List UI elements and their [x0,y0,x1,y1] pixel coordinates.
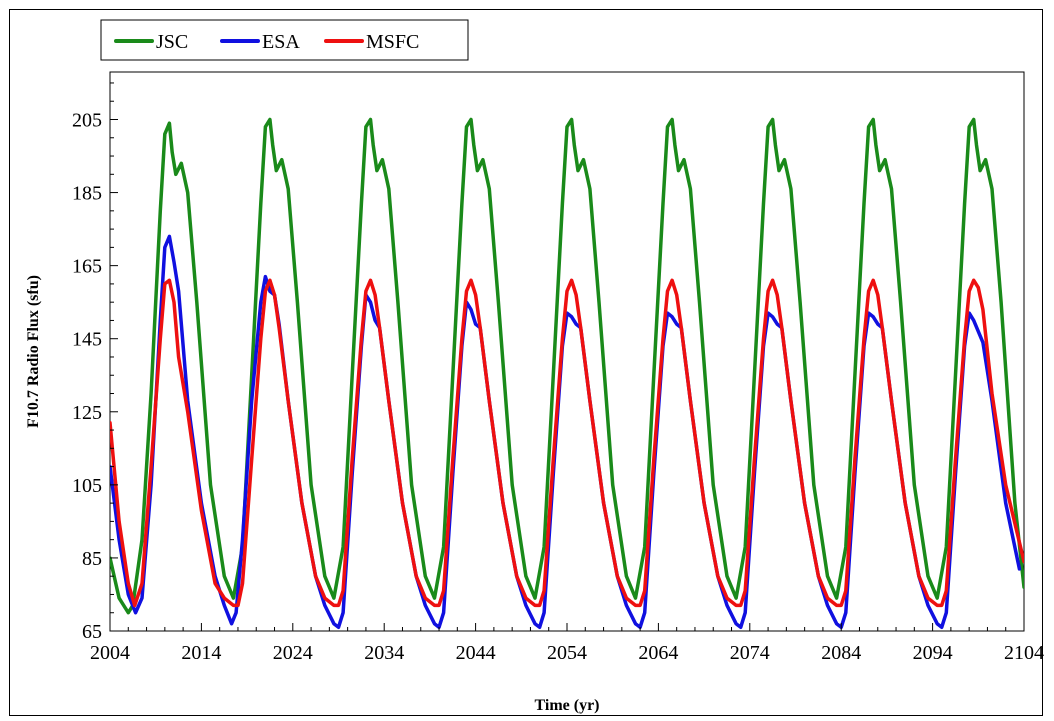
y-tick-label: 145 [72,329,102,351]
x-tick-label: 2034 [364,642,404,664]
x-tick-label: 2024 [273,642,313,664]
x-tick-label: 2074 [730,642,770,664]
x-tick-label: 2084 [821,642,861,664]
y-tick-label: 85 [82,548,102,570]
series-line-jsc [110,117,1024,615]
x-tick-label: 2104 [1004,642,1044,664]
y-tick-label: 205 [72,109,102,131]
x-tick-label: 2054 [547,642,587,664]
legend: JSC ESA MSFC [100,19,469,61]
x-tick-label: 2044 [456,642,496,664]
x-axis-title: Time (yr) [534,697,599,714]
x-tick-label: 2014 [181,642,221,664]
series-line-msfc [110,278,1024,608]
chart-frame: 2004 2014 2024 2034 2044 2054 2064 2074 2084 2094… [9,9,1044,716]
y-tick-label: 125 [72,402,102,424]
legend-label-msfc: MSFC [366,31,419,53]
legend-entries: JSC ESA MSFC [114,31,419,53]
y-tick-label: 105 [72,475,102,497]
legend-box [100,19,469,61]
y-tick-label: 185 [72,183,102,205]
x-tick-label: 2064 [638,642,678,664]
y-tick-label: 65 [82,621,102,643]
y-axis-title: F10.7 Radio Flux (sfu) [25,275,42,428]
y-tick-label: 165 [72,256,102,278]
legend-label-jsc: JSC [156,31,188,53]
x-tick-label: 2004 [90,642,130,664]
axes-layer: 2004 2014 2024 2034 2044 2054 2064 2074 2084 2094… [72,82,1044,664]
legend-label-esa: ESA [262,31,300,53]
series-layer [110,117,1024,630]
x-tick-label: 2094 [913,642,953,664]
chart-svg: 2004 2014 2024 2034 2044 2054 2064 2074 2084 2094… [25,19,1044,714]
